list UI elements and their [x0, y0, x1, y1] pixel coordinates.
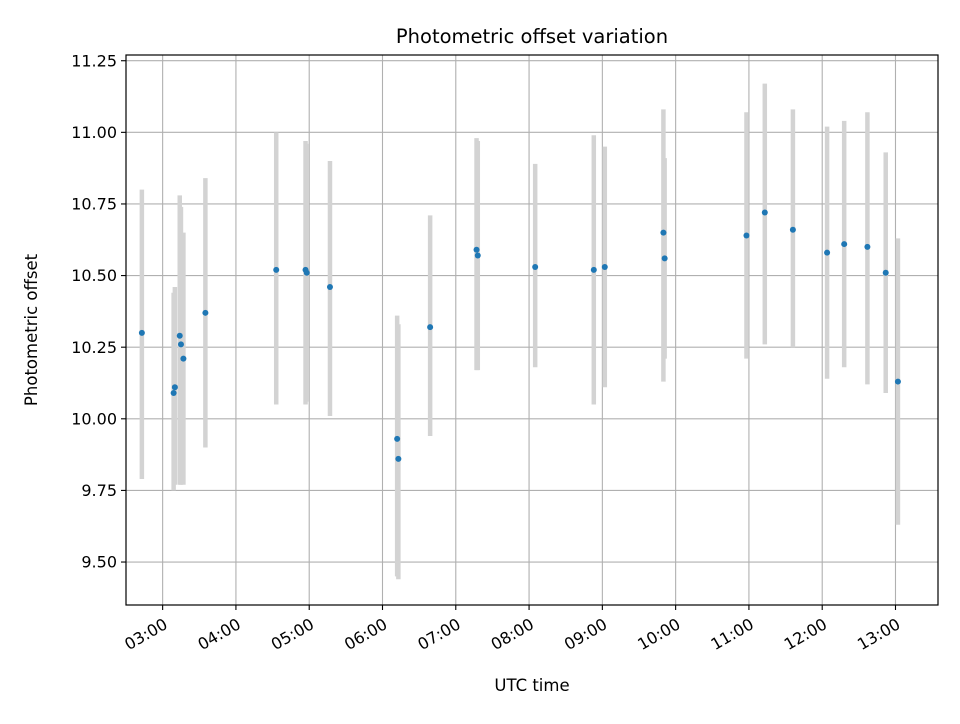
data-point — [660, 229, 667, 236]
data-point — [202, 309, 209, 316]
y-tick-label: 9.75 — [81, 481, 117, 500]
data-point — [138, 329, 145, 336]
plot-frame — [125, 54, 939, 606]
x-tick-label: 11:00 — [707, 614, 756, 654]
x-axis-ticks: 03:00 04:00 05:00 06:00 07:00 08:00 09:00 10:00… — [121, 605, 903, 654]
data-point — [171, 384, 178, 391]
data-point — [303, 269, 310, 276]
y-tick-label: 9.50 — [81, 553, 117, 572]
data-point — [882, 269, 889, 276]
x-tick-label: 09:00 — [561, 614, 610, 654]
data-point — [427, 324, 434, 331]
x-tick-label: 07:00 — [414, 614, 463, 654]
data-point — [180, 355, 187, 362]
data-point — [326, 284, 333, 291]
x-tick-label: 13:00 — [854, 614, 903, 654]
x-tick-label: 06:00 — [341, 614, 390, 654]
x-tick-label: 12:00 — [781, 614, 830, 654]
y-tick-label: 11.25 — [71, 51, 117, 70]
y-tick-label: 10.00 — [71, 409, 117, 428]
x-tick-label: 05:00 — [268, 614, 317, 654]
x-tick-label: 08:00 — [488, 614, 537, 654]
data-point — [176, 332, 183, 339]
grid-lines — [126, 55, 938, 605]
x-axis-label: UTC time — [494, 676, 569, 695]
data-point — [841, 241, 848, 248]
error-bars — [139, 83, 901, 580]
data-point — [474, 252, 481, 259]
data-point — [394, 435, 401, 442]
x-tick-label: 10:00 — [634, 614, 683, 654]
y-axis-ticks: 9.50 9.75 10.00 10.25 10.50 10.75 11.00 11.25 — [71, 51, 126, 572]
data-point — [743, 232, 750, 239]
y-tick-label: 10.75 — [71, 195, 117, 214]
data-point — [789, 226, 796, 233]
y-tick-label: 11.00 — [71, 123, 117, 142]
x-tick-label: 04:00 — [194, 614, 243, 654]
data-points — [138, 209, 901, 462]
data-point — [395, 455, 402, 462]
data-point — [170, 390, 177, 397]
data-point — [273, 266, 280, 273]
data-point — [601, 263, 608, 270]
x-tick-label: 03:00 — [121, 614, 170, 654]
y-tick-label: 10.25 — [71, 338, 117, 357]
data-point — [177, 341, 184, 348]
y-tick-label: 10.50 — [71, 266, 117, 285]
chart-title: Photometric offset variation — [396, 25, 668, 48]
data-point — [473, 246, 480, 253]
data-point — [761, 209, 768, 216]
data-point — [824, 249, 831, 256]
y-axis-label: Photometric offset — [22, 253, 41, 406]
data-point — [590, 266, 597, 273]
data-point — [661, 255, 668, 262]
data-point — [532, 263, 539, 270]
data-point — [864, 243, 871, 250]
data-point — [894, 378, 901, 385]
